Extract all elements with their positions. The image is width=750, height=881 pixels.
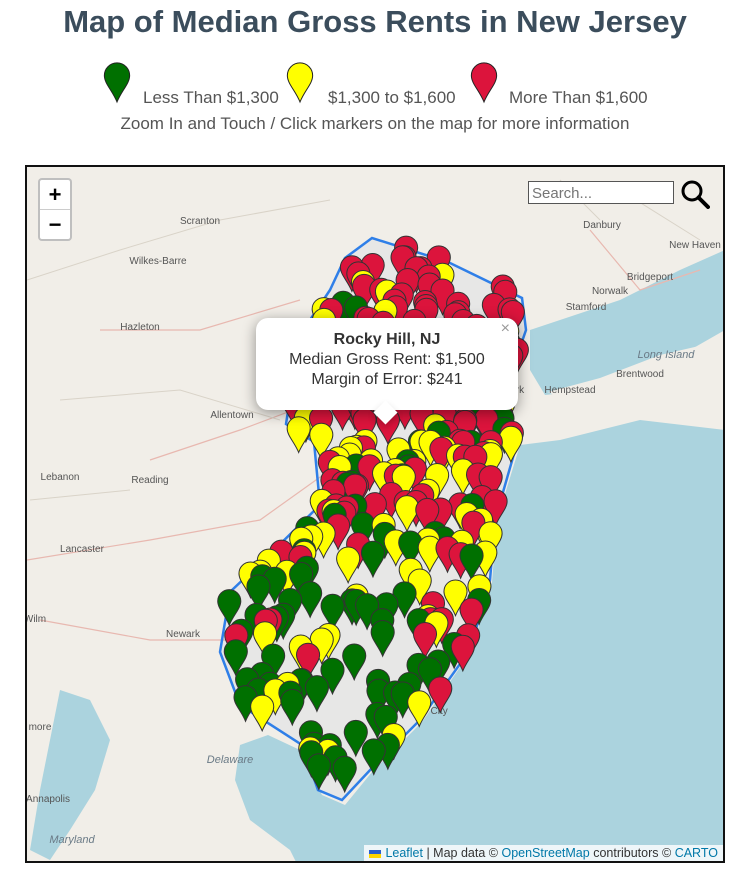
place-label: Bridgeport — [627, 272, 673, 283]
place-label: Long Island — [638, 349, 696, 361]
legend-label: Less Than $1,300 — [143, 88, 279, 107]
attribution: Leaflet | Map data © OpenStreetMap contr… — [364, 845, 723, 861]
legend: Less Than $1,300 $1,300 to $1,600 More T… — [0, 60, 750, 108]
marker[interactable] — [280, 688, 305, 727]
ocean — [530, 250, 723, 395]
marker[interactable] — [304, 675, 329, 713]
popup-line: Median Gross Rent: $1,500 — [289, 351, 485, 368]
marker[interactable] — [343, 473, 368, 512]
place-label: Hazleton — [120, 322, 159, 333]
marker[interactable] — [217, 589, 242, 627]
marker[interactable] — [412, 622, 438, 660]
link[interactable]: CARTO — [674, 846, 718, 860]
marker[interactable] — [332, 755, 357, 794]
bay — [30, 690, 110, 860]
place-label: Wilkes-Barre — [129, 256, 187, 267]
place-label: Danbury — [583, 220, 621, 231]
legend-pin — [103, 62, 131, 104]
place-label: Lancaster — [60, 544, 105, 555]
map[interactable]: Scranton Wilkes-Barre Hazleton Allentown Leb… — [25, 165, 725, 863]
attribution-text: contributors © — [593, 846, 672, 860]
place-label: Delaware — [207, 754, 253, 766]
place-labels: Scranton Wilkes-Barre Hazleton Allentown Leb… — [27, 216, 721, 846]
marker[interactable] — [336, 546, 361, 585]
marker[interactable] — [320, 593, 345, 632]
legend-pins — [103, 62, 498, 104]
marker[interactable] — [443, 579, 468, 617]
marker[interactable] — [223, 639, 248, 677]
popup: × Rocky Hill, NJ Median Gross Rent: $1,5… — [256, 318, 518, 425]
link[interactable]: OpenStreetMap — [501, 846, 590, 860]
marker[interactable] — [498, 425, 523, 464]
place-label: Lebanon — [41, 472, 80, 483]
place-label: Norwalk — [592, 286, 629, 297]
attribution-text: | Map data © — [426, 846, 498, 860]
marker[interactable] — [286, 416, 311, 454]
road — [27, 179, 701, 501]
place-label: Annapolis — [27, 794, 70, 805]
marker[interactable] — [296, 642, 321, 681]
road — [27, 229, 701, 641]
place-label: rk — [516, 385, 525, 396]
subtitle: Zoom In and Touch / Click markers on the… — [120, 114, 630, 133]
marker[interactable] — [459, 543, 484, 582]
marker[interactable] — [343, 720, 368, 758]
marker[interactable] — [360, 540, 386, 579]
legend-pin — [470, 62, 498, 104]
popup-line: Margin of Error: $241 — [311, 371, 463, 388]
zoom-control: + − — [38, 178, 72, 241]
place-label: more — [29, 722, 52, 733]
title: Map of Median Gross Rents in New Jersey — [63, 4, 687, 39]
marker[interactable] — [250, 694, 275, 733]
land — [548, 340, 723, 408]
marker[interactable] — [246, 574, 271, 612]
marker[interactable] — [342, 643, 367, 682]
map-layer: Scranton Wilkes-Barre Hazleton Allentown Leb… — [27, 179, 723, 861]
map-canvas[interactable]: Scranton Wilkes-Barre Hazleton Allentown Leb… — [27, 167, 723, 861]
search-button[interactable] — [680, 179, 710, 209]
ocean — [235, 420, 723, 861]
place-label: Reading — [131, 475, 168, 486]
link[interactable]: Leaflet — [385, 846, 423, 860]
marker[interactable] — [252, 621, 278, 659]
place-label: Hempstead — [544, 385, 595, 396]
marker[interactable] — [350, 512, 376, 550]
zoom-in[interactable]: + — [48, 182, 62, 207]
marker[interactable] — [394, 495, 420, 533]
place-label: Brentwood — [616, 369, 664, 380]
legend-pin — [286, 62, 314, 104]
marker[interactable] — [415, 497, 440, 536]
zoom-out[interactable]: − — [40, 209, 70, 239]
marker[interactable] — [407, 690, 432, 728]
search-input[interactable]: Search... — [528, 181, 674, 204]
legend-label: More Than $1,600 — [509, 88, 648, 107]
place-label: Wilm — [27, 614, 46, 625]
marker[interactable] — [459, 597, 484, 636]
legend-label: $1,300 to $1,600 — [328, 88, 456, 107]
marker[interactable] — [450, 634, 475, 673]
place-label: New Haven — [669, 240, 721, 251]
place-label: Newark — [166, 629, 201, 640]
place-label: Allentown — [210, 410, 253, 421]
popup-title: Rocky Hill, NJ — [333, 331, 441, 348]
place-label: ntic City — [412, 706, 448, 717]
place-label: Stamford — [566, 302, 607, 313]
place-label: Maryland — [49, 834, 95, 846]
marker[interactable] — [309, 422, 334, 461]
marker[interactable] — [428, 676, 453, 714]
marker[interactable] — [306, 753, 331, 791]
popup-close[interactable]: × — [500, 320, 510, 337]
place-label: Scranton — [180, 216, 220, 227]
marker[interactable] — [361, 738, 386, 776]
marker[interactable] — [370, 620, 395, 658]
